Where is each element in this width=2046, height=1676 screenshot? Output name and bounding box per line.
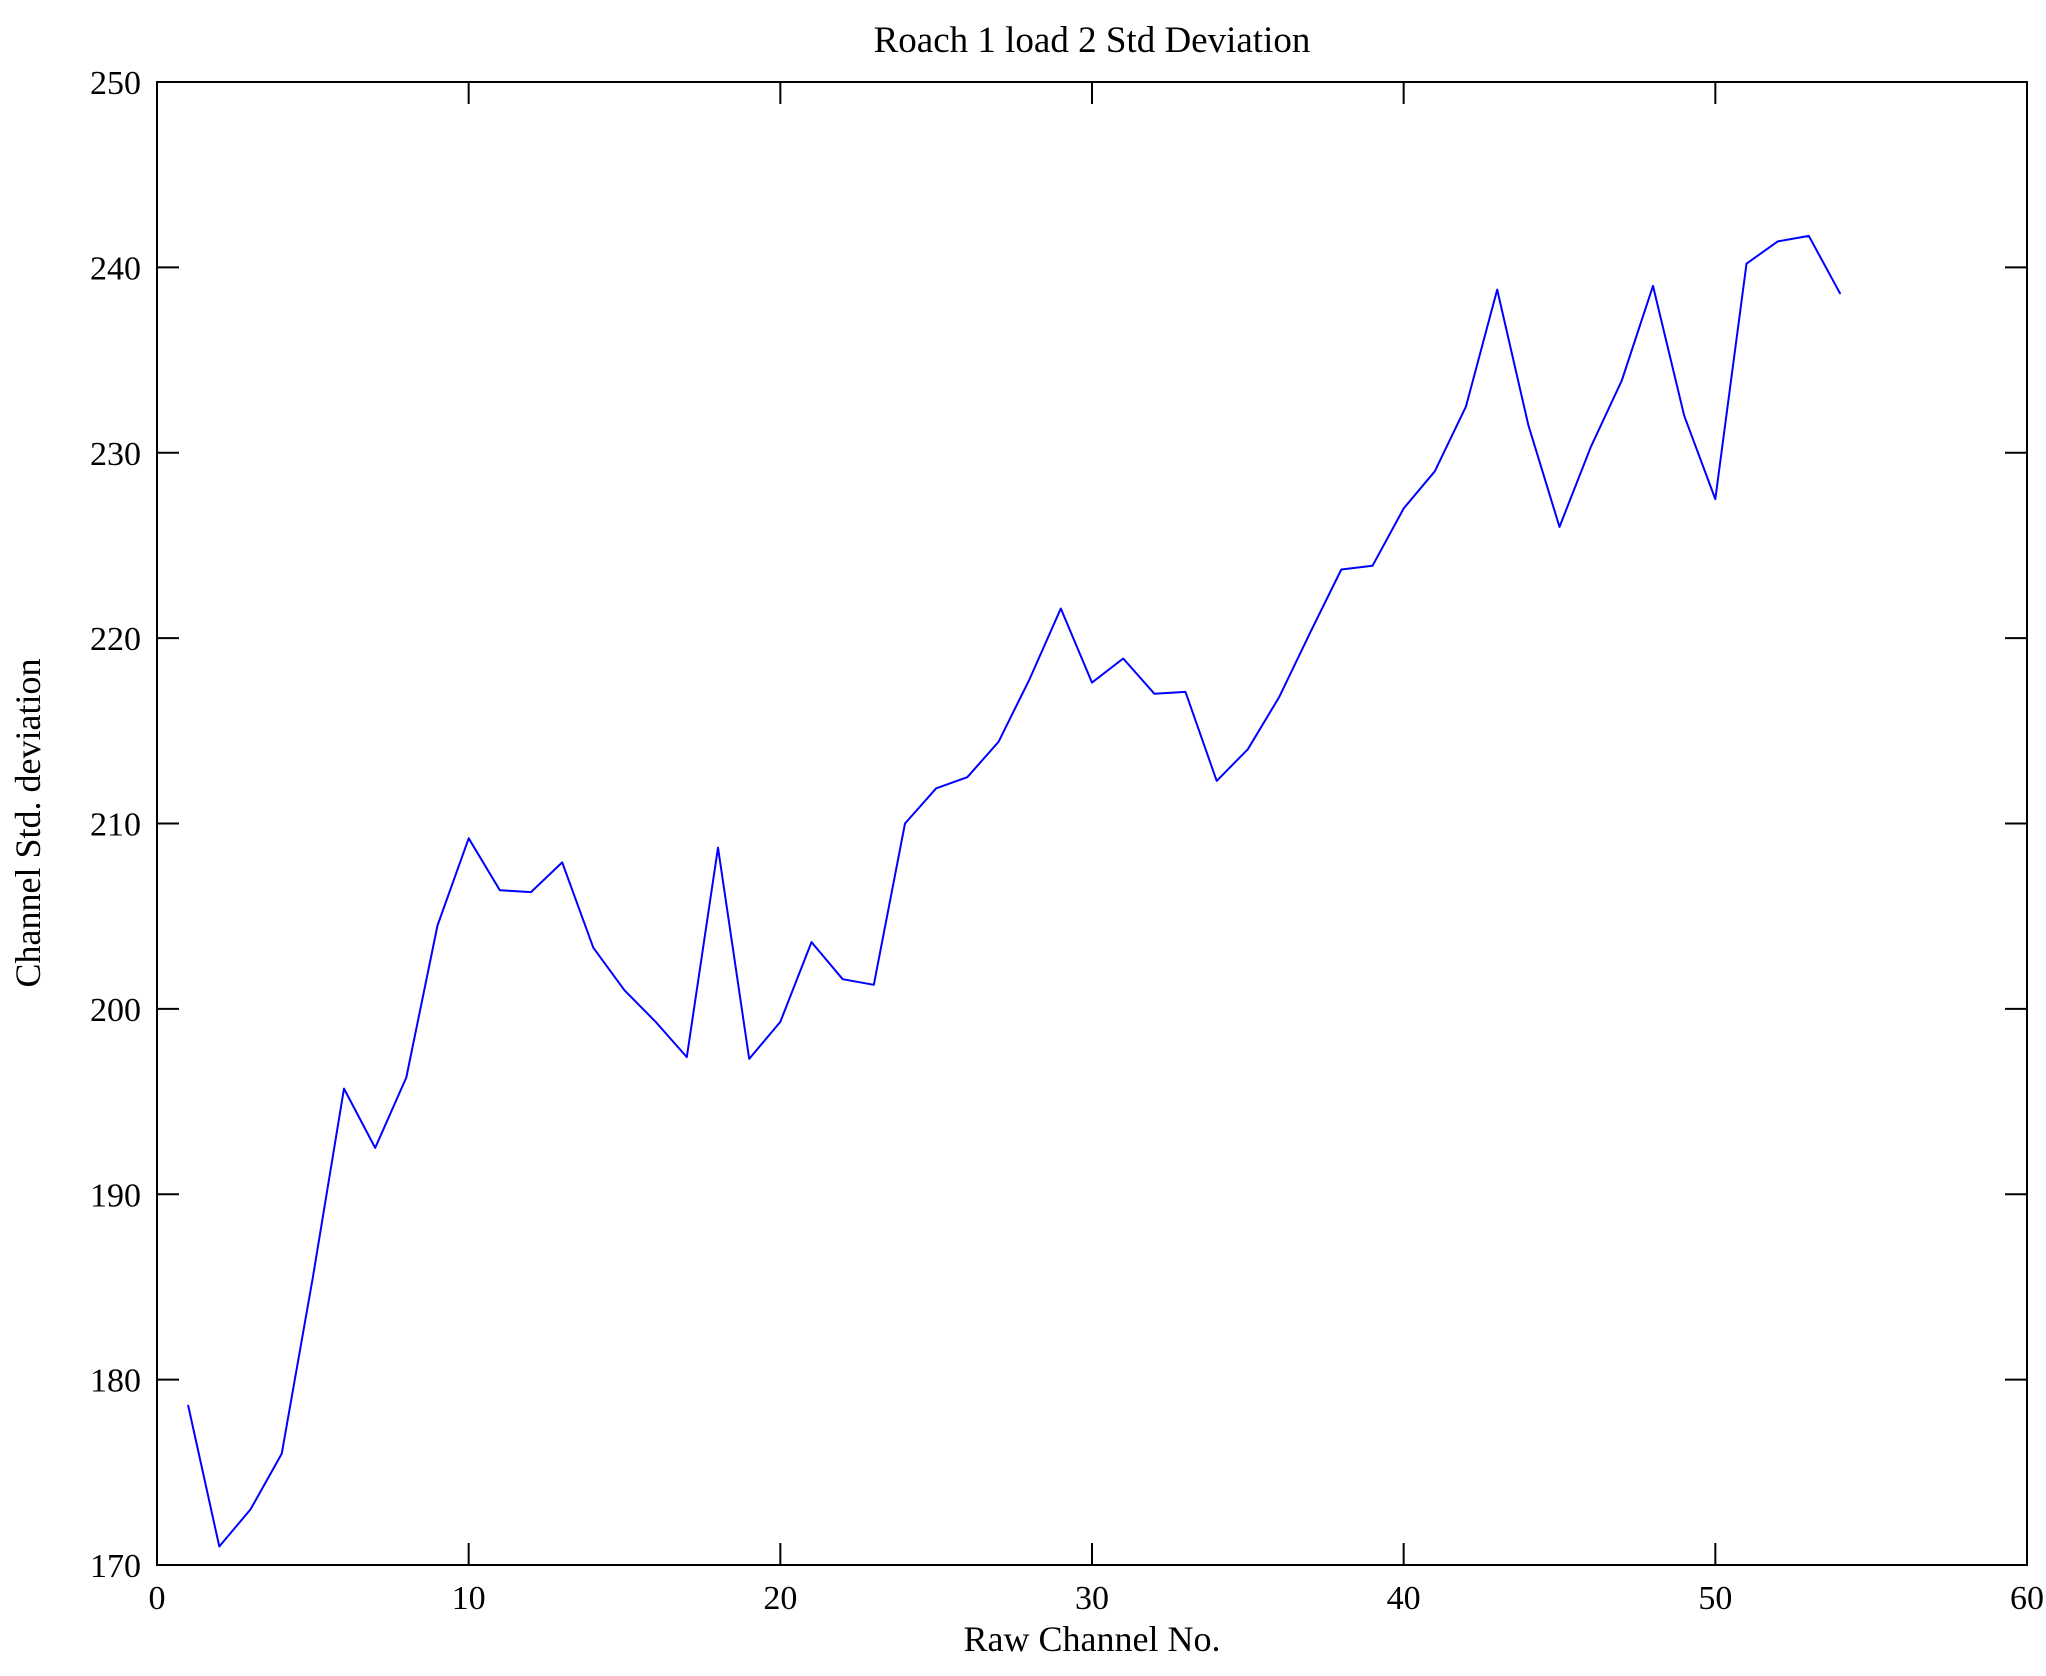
y-tick-label: 230 [90,436,141,473]
y-tick-label: 250 [90,65,141,102]
plot-area: 0 10 20 30 40 50 60 170 180 190 200 210 220 230 240 250 [90,65,2044,1617]
x-tick-label: 10 [452,1580,486,1617]
x-tick-label: 30 [1075,1580,1109,1617]
y-axis-label: Channel Std. deviation [8,659,48,988]
x-tick-label: 40 [1387,1580,1421,1617]
y-tick-label: 190 [90,1177,141,1214]
y-tick-label: 210 [90,807,141,844]
x-axis-label: Raw Channel No. [964,1619,1221,1659]
axes-box [156,81,2028,1566]
y-tick-label: 220 [90,621,141,658]
chart-title: Roach 1 load 2 Std Deviation [874,20,1311,61]
x-tick-label: 50 [1698,1580,1732,1617]
y-tick-label: 200 [90,992,141,1029]
data-line [187,234,1841,1548]
x-tick-label: 60 [2010,1580,2044,1617]
y-tick-label: 170 [90,1548,141,1585]
y-tick-label: 240 [90,250,141,287]
x-tick-label: 0 [149,1580,166,1617]
x-tick-label: 20 [763,1580,797,1617]
y-tick-label: 180 [90,1363,141,1400]
